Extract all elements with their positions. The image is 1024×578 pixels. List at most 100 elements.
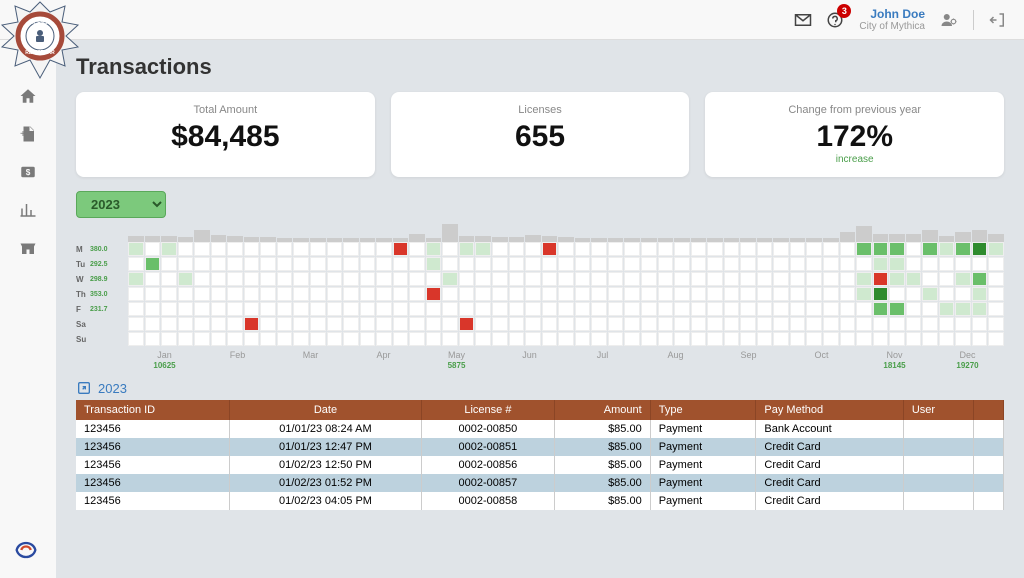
heatmap-cell[interactable] bbox=[840, 302, 856, 316]
heatmap-cell[interactable] bbox=[740, 272, 756, 286]
heatmap-cell[interactable] bbox=[889, 257, 905, 271]
heatmap-cell[interactable] bbox=[558, 242, 574, 256]
heatmap-cell[interactable] bbox=[575, 332, 591, 346]
heatmap-cell[interactable] bbox=[244, 242, 260, 256]
heatmap-cell[interactable] bbox=[260, 257, 276, 271]
heatmap-cell[interactable] bbox=[343, 332, 359, 346]
heatmap-cell[interactable] bbox=[227, 332, 243, 346]
heatmap-cell[interactable] bbox=[972, 287, 988, 301]
heatmap-cell[interactable] bbox=[426, 242, 442, 256]
heatmap-cell[interactable] bbox=[293, 287, 309, 301]
heatmap-cell[interactable] bbox=[277, 257, 293, 271]
heatmap-cell[interactable] bbox=[889, 287, 905, 301]
heatmap-cell[interactable] bbox=[459, 287, 475, 301]
heatmap-cell[interactable] bbox=[591, 272, 607, 286]
col-header[interactable]: Amount bbox=[554, 400, 650, 420]
heatmap-cell[interactable] bbox=[757, 272, 773, 286]
heatmap-cell[interactable] bbox=[575, 242, 591, 256]
heatmap-cell[interactable] bbox=[591, 257, 607, 271]
heatmap-cell[interactable] bbox=[856, 317, 872, 331]
user-block[interactable]: John Doe City of Mythica bbox=[859, 7, 925, 32]
heatmap-cell[interactable] bbox=[674, 242, 690, 256]
heatmap-cell[interactable] bbox=[840, 317, 856, 331]
heatmap-cell[interactable] bbox=[277, 302, 293, 316]
heatmap-cell[interactable] bbox=[211, 257, 227, 271]
heatmap-cell[interactable] bbox=[343, 257, 359, 271]
heatmap-cell[interactable] bbox=[691, 272, 707, 286]
heatmap-cell[interactable] bbox=[277, 242, 293, 256]
heatmap-cell[interactable] bbox=[327, 272, 343, 286]
heatmap-cell[interactable] bbox=[376, 242, 392, 256]
heatmap-cell[interactable] bbox=[343, 287, 359, 301]
heatmap-cell[interactable] bbox=[509, 317, 525, 331]
heatmap-cell[interactable] bbox=[277, 317, 293, 331]
heatmap-cell[interactable] bbox=[707, 317, 723, 331]
heatmap-cell[interactable] bbox=[707, 302, 723, 316]
heatmap-cell[interactable] bbox=[906, 242, 922, 256]
heatmap-cell[interactable] bbox=[757, 287, 773, 301]
heatmap-cell[interactable] bbox=[426, 332, 442, 346]
table-row[interactable]: 12345601/02/23 12:50 PM0002-00856$85.00P… bbox=[76, 456, 1004, 474]
heatmap-cell[interactable] bbox=[459, 302, 475, 316]
heatmap-cell[interactable] bbox=[575, 272, 591, 286]
heatmap-cell[interactable] bbox=[757, 317, 773, 331]
heatmap-cell[interactable] bbox=[790, 272, 806, 286]
heatmap-cell[interactable] bbox=[955, 317, 971, 331]
heatmap-cell[interactable] bbox=[525, 332, 541, 346]
heatmap-cell[interactable] bbox=[542, 332, 558, 346]
col-header[interactable]: Transaction ID bbox=[76, 400, 229, 420]
heatmap-cell[interactable] bbox=[740, 302, 756, 316]
heatmap-cell[interactable] bbox=[542, 317, 558, 331]
heatmap-cell[interactable] bbox=[988, 272, 1004, 286]
heatmap-cell[interactable] bbox=[558, 272, 574, 286]
heatmap-cell[interactable] bbox=[211, 302, 227, 316]
year-select[interactable]: 2023 bbox=[76, 191, 166, 218]
heatmap-cell[interactable] bbox=[873, 302, 889, 316]
heatmap-cell[interactable] bbox=[542, 257, 558, 271]
heatmap-cell[interactable] bbox=[840, 287, 856, 301]
heatmap-cell[interactable] bbox=[128, 272, 144, 286]
col-header[interactable]: Pay Method bbox=[756, 400, 903, 420]
heatmap-cell[interactable] bbox=[310, 242, 326, 256]
heatmap-cell[interactable] bbox=[227, 317, 243, 331]
heatmap-cell[interactable] bbox=[509, 257, 525, 271]
heatmap-cell[interactable] bbox=[641, 317, 657, 331]
heatmap-cell[interactable] bbox=[575, 302, 591, 316]
heatmap-cell[interactable] bbox=[889, 332, 905, 346]
heatmap-cell[interactable] bbox=[327, 257, 343, 271]
heatmap-cell[interactable] bbox=[343, 272, 359, 286]
heatmap-cell[interactable] bbox=[542, 287, 558, 301]
heatmap-cell[interactable] bbox=[806, 287, 822, 301]
heatmap-cell[interactable] bbox=[260, 242, 276, 256]
heatmap-cell[interactable] bbox=[492, 332, 508, 346]
heatmap-cell[interactable] bbox=[707, 332, 723, 346]
heatmap-cell[interactable] bbox=[674, 257, 690, 271]
heatmap-cell[interactable] bbox=[955, 287, 971, 301]
heatmap-cell[interactable] bbox=[972, 242, 988, 256]
heatmap-cell[interactable] bbox=[707, 272, 723, 286]
heatmap-cell[interactable] bbox=[310, 257, 326, 271]
heatmap-cell[interactable] bbox=[509, 302, 525, 316]
heatmap-cell[interactable] bbox=[409, 272, 425, 286]
heatmap-cell[interactable] bbox=[608, 332, 624, 346]
heatmap-cell[interactable] bbox=[360, 257, 376, 271]
heatmap-cell[interactable] bbox=[244, 257, 260, 271]
heatmap-cell[interactable] bbox=[674, 302, 690, 316]
heatmap-cell[interactable] bbox=[442, 257, 458, 271]
heatmap-cell[interactable] bbox=[343, 302, 359, 316]
heatmap-cell[interactable] bbox=[542, 302, 558, 316]
heatmap-cell[interactable] bbox=[724, 272, 740, 286]
heatmap-cell[interactable] bbox=[757, 257, 773, 271]
heatmap-cell[interactable] bbox=[509, 287, 525, 301]
heatmap-cell[interactable] bbox=[608, 242, 624, 256]
heatmap-cell[interactable] bbox=[525, 302, 541, 316]
heatmap-cell[interactable] bbox=[856, 272, 872, 286]
heatmap-cell[interactable] bbox=[707, 257, 723, 271]
heatmap-cell[interactable] bbox=[393, 257, 409, 271]
heatmap-cell[interactable] bbox=[194, 332, 210, 346]
heatmap-cell[interactable] bbox=[492, 302, 508, 316]
heatmap-cell[interactable] bbox=[459, 242, 475, 256]
heatmap-cell[interactable] bbox=[211, 242, 227, 256]
heatmap-cell[interactable] bbox=[773, 242, 789, 256]
heatmap-cell[interactable] bbox=[293, 242, 309, 256]
